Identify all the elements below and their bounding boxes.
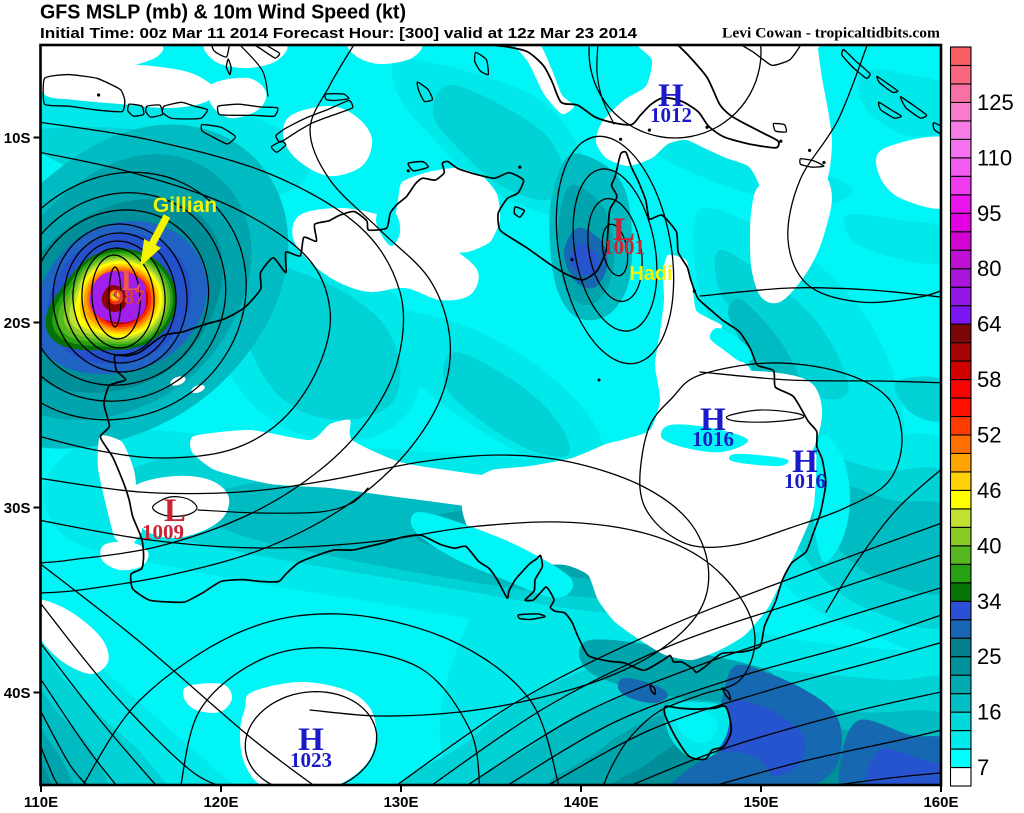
svg-text:1009: 1009 (142, 520, 184, 544)
svg-text:64: 64 (977, 312, 1001, 337)
svg-text:160E: 160E (923, 794, 958, 811)
svg-text:H: H (658, 78, 684, 114)
svg-text:Initial Time: 00z Mar 11 2014: Initial Time: 00z Mar 11 2014 Forecast H… (40, 26, 637, 42)
svg-text:1012: 1012 (650, 103, 692, 127)
svg-text:GFS MSLP (mb) & 10m Wind Speed: GFS MSLP (mb) & 10m Wind Speed (kt) (40, 2, 406, 24)
svg-text:1016: 1016 (784, 469, 826, 493)
svg-text:987: 987 (113, 285, 145, 309)
svg-text:Gillian: Gillian (153, 194, 217, 217)
svg-text:L: L (613, 212, 635, 248)
svg-text:H: H (792, 444, 818, 480)
svg-text:110: 110 (977, 145, 1012, 170)
svg-text:L: L (121, 264, 141, 297)
svg-text:40: 40 (977, 533, 1001, 558)
svg-text:34: 34 (977, 589, 1001, 614)
svg-text:20S: 20S (4, 315, 31, 332)
svg-text:L: L (164, 493, 186, 529)
svg-text:130E: 130E (383, 794, 418, 811)
svg-text:25: 25 (977, 644, 1001, 669)
svg-text:1001: 1001 (603, 235, 645, 259)
svg-text:30S: 30S (4, 500, 31, 517)
svg-text:Hadi: Hadi (629, 263, 672, 285)
svg-text:1016: 1016 (692, 427, 734, 451)
svg-text:52: 52 (977, 423, 1001, 448)
svg-text:120E: 120E (203, 794, 238, 811)
svg-text:150E: 150E (743, 794, 778, 811)
svg-text:10S: 10S (4, 130, 31, 147)
svg-text:110E: 110E (24, 794, 58, 811)
svg-text:46: 46 (977, 478, 1001, 503)
svg-text:58: 58 (977, 367, 1001, 392)
svg-text:16: 16 (977, 700, 1001, 725)
svg-text:140E: 140E (563, 794, 598, 811)
svg-text:H: H (700, 402, 726, 438)
svg-text:H: H (298, 722, 324, 758)
svg-text:80: 80 (977, 256, 1001, 281)
svg-text:Levi Cowan - tropicaltidbits.c: Levi Cowan - tropicaltidbits.com (722, 26, 941, 42)
svg-text:40S: 40S (4, 685, 31, 702)
svg-text:7: 7 (977, 755, 989, 780)
svg-text:95: 95 (977, 201, 1001, 226)
svg-text:1023: 1023 (290, 748, 332, 772)
svg-text:125: 125 (977, 90, 1014, 115)
